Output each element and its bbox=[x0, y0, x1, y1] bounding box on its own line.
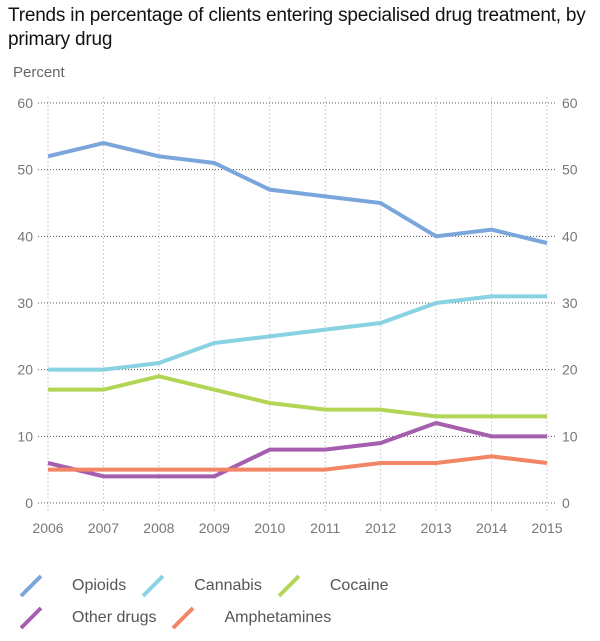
x-tick-label: 2009 bbox=[199, 520, 230, 536]
x-tick-label: 2011 bbox=[310, 520, 340, 536]
legend-swatch-icon bbox=[172, 606, 195, 630]
legend-item-other-drugs: Other drugs bbox=[18, 605, 156, 631]
y-tick-label-right: 40 bbox=[562, 228, 578, 244]
y-axis-right-ticks: 0 10 20 30 40 50 60 bbox=[562, 95, 578, 511]
legend-row: Opioids Cannabis Cocaine bbox=[18, 570, 578, 602]
legend-swatch-line bbox=[172, 606, 195, 630]
legend: Opioids Cannabis Cocaine Other drugs Ampheta… bbox=[18, 570, 578, 634]
y-tick-label-left: 40 bbox=[17, 228, 33, 244]
y-tick-label-left: 50 bbox=[17, 162, 33, 178]
x-tick-label: 2015 bbox=[531, 520, 562, 536]
legend-swatch-line bbox=[277, 574, 301, 598]
x-tick-label: 2013 bbox=[421, 520, 452, 536]
legend-item-amphetamines: Amphetamines bbox=[170, 605, 331, 631]
legend-label: Opioids bbox=[72, 577, 127, 594]
y-tick-label-right: 10 bbox=[562, 428, 578, 444]
x-axis-ticks: 2006 2007 2008 2009 2010 2011 2012 2013 2014 2015 bbox=[32, 520, 562, 536]
series-line-opioids bbox=[47, 140, 548, 245]
legend-item-opioids: Opioids bbox=[18, 573, 126, 599]
legend-item-cocaine: Cocaine bbox=[276, 573, 389, 599]
y-tick-label-left: 30 bbox=[17, 295, 33, 311]
y-tick-label-left: 0 bbox=[25, 495, 33, 511]
series-line-other-drugs bbox=[47, 420, 547, 479]
y-axis-label: Percent bbox=[13, 64, 65, 81]
legend-item-cannabis: Cannabis bbox=[140, 573, 262, 599]
y-axis-left-ticks: 0 10 20 30 40 50 60 bbox=[17, 95, 33, 511]
horizontal-gridlines bbox=[38, 102, 555, 504]
y-tick-label-right: 0 bbox=[562, 495, 570, 511]
legend-swatch-line bbox=[19, 574, 43, 598]
x-tick-label: 2007 bbox=[88, 520, 119, 536]
legend-swatch-icon bbox=[19, 606, 43, 630]
x-tick-label: 2012 bbox=[365, 520, 396, 536]
y-tick-label-left: 60 bbox=[17, 95, 33, 111]
legend-swatch-line bbox=[141, 574, 165, 598]
x-tick-label: 2014 bbox=[476, 520, 507, 536]
y-tick-label-left: 10 bbox=[17, 428, 33, 444]
y-tick-label-right: 50 bbox=[562, 162, 578, 178]
legend-label: Cannabis bbox=[194, 577, 262, 594]
legend-row: Other drugs Amphetamines bbox=[18, 602, 578, 634]
series-line-cannabis bbox=[48, 294, 547, 372]
chart-title: Trends in percentage of clients entering… bbox=[8, 5, 586, 50]
y-tick-label-left: 20 bbox=[17, 362, 33, 378]
legend-swatch-line bbox=[19, 606, 43, 630]
legend-label: Other drugs bbox=[72, 609, 157, 626]
legend-label: Amphetamines bbox=[224, 609, 332, 626]
legend-swatch-icon bbox=[19, 574, 43, 598]
legend-swatch-icon bbox=[141, 574, 165, 598]
legend-label: Cocaine bbox=[329, 577, 389, 594]
series-line-cocaine bbox=[48, 374, 547, 419]
legend-swatch-icon bbox=[277, 574, 301, 598]
line-chart: 0 10 20 30 40 50 60 0 10 20 30 40 50 60 2006 2007 2008… bbox=[17, 95, 578, 536]
series-lines bbox=[47, 140, 548, 479]
series-line-amphetamines bbox=[48, 454, 548, 472]
x-tick-label: 2008 bbox=[143, 520, 174, 536]
y-tick-label-right: 20 bbox=[562, 362, 578, 378]
x-tick-label: 2006 bbox=[32, 520, 63, 536]
y-tick-label-right: 60 bbox=[562, 95, 578, 111]
y-tick-label-right: 30 bbox=[562, 295, 578, 311]
x-tick-label: 2010 bbox=[254, 520, 285, 536]
